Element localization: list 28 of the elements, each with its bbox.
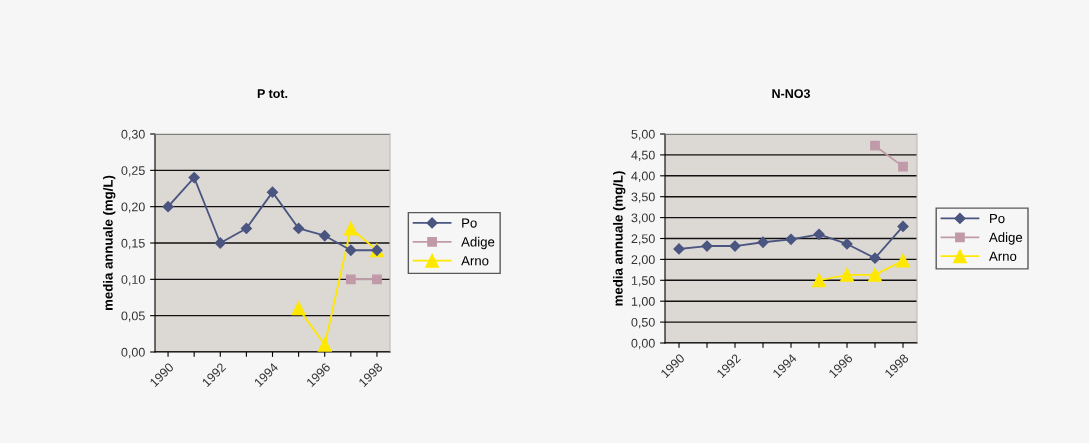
y-tick-label: 1,00 bbox=[631, 297, 655, 308]
legend-label: Adige bbox=[461, 236, 495, 250]
y-tick-label: 0,10 bbox=[121, 275, 145, 286]
y-tick-label: 2,50 bbox=[631, 234, 655, 245]
legend-label: Po bbox=[990, 213, 1005, 224]
y-tick-label: 0,30 bbox=[121, 129, 145, 141]
legend-label: Arno bbox=[989, 251, 1017, 261]
legend-label: Po bbox=[462, 218, 477, 228]
y-tick-label: 0,15 bbox=[121, 238, 145, 250]
y-tick-label: 0,20 bbox=[121, 202, 145, 213]
y-tick-label: 5,00 bbox=[631, 129, 655, 141]
y-tick-label: 3,50 bbox=[631, 192, 655, 203]
chart-title: P tot. bbox=[257, 89, 288, 99]
y-axis-title: media annuale (mg/L) bbox=[103, 175, 116, 310]
legend-label: Adige bbox=[989, 232, 1023, 245]
y-tick-label: 1,50 bbox=[631, 276, 655, 287]
legend-label: Arno bbox=[461, 256, 489, 266]
y-tick-label: 2,00 bbox=[631, 255, 655, 266]
y-tick-label: 3,00 bbox=[631, 213, 655, 224]
chart-title: N-NO3 bbox=[772, 89, 810, 99]
y-tick-label: 4,50 bbox=[631, 150, 655, 162]
y-tick-label: 4,00 bbox=[631, 171, 655, 182]
y-tick-label: 0,25 bbox=[121, 166, 145, 177]
y-tick-label: 0,00 bbox=[121, 347, 145, 359]
y-tick-label: 0,50 bbox=[631, 317, 655, 329]
y-tick-label: 0,00 bbox=[631, 338, 655, 350]
y-axis-title: media annuale (mg/L) bbox=[613, 171, 626, 306]
y-tick-label: 0,05 bbox=[121, 311, 145, 322]
